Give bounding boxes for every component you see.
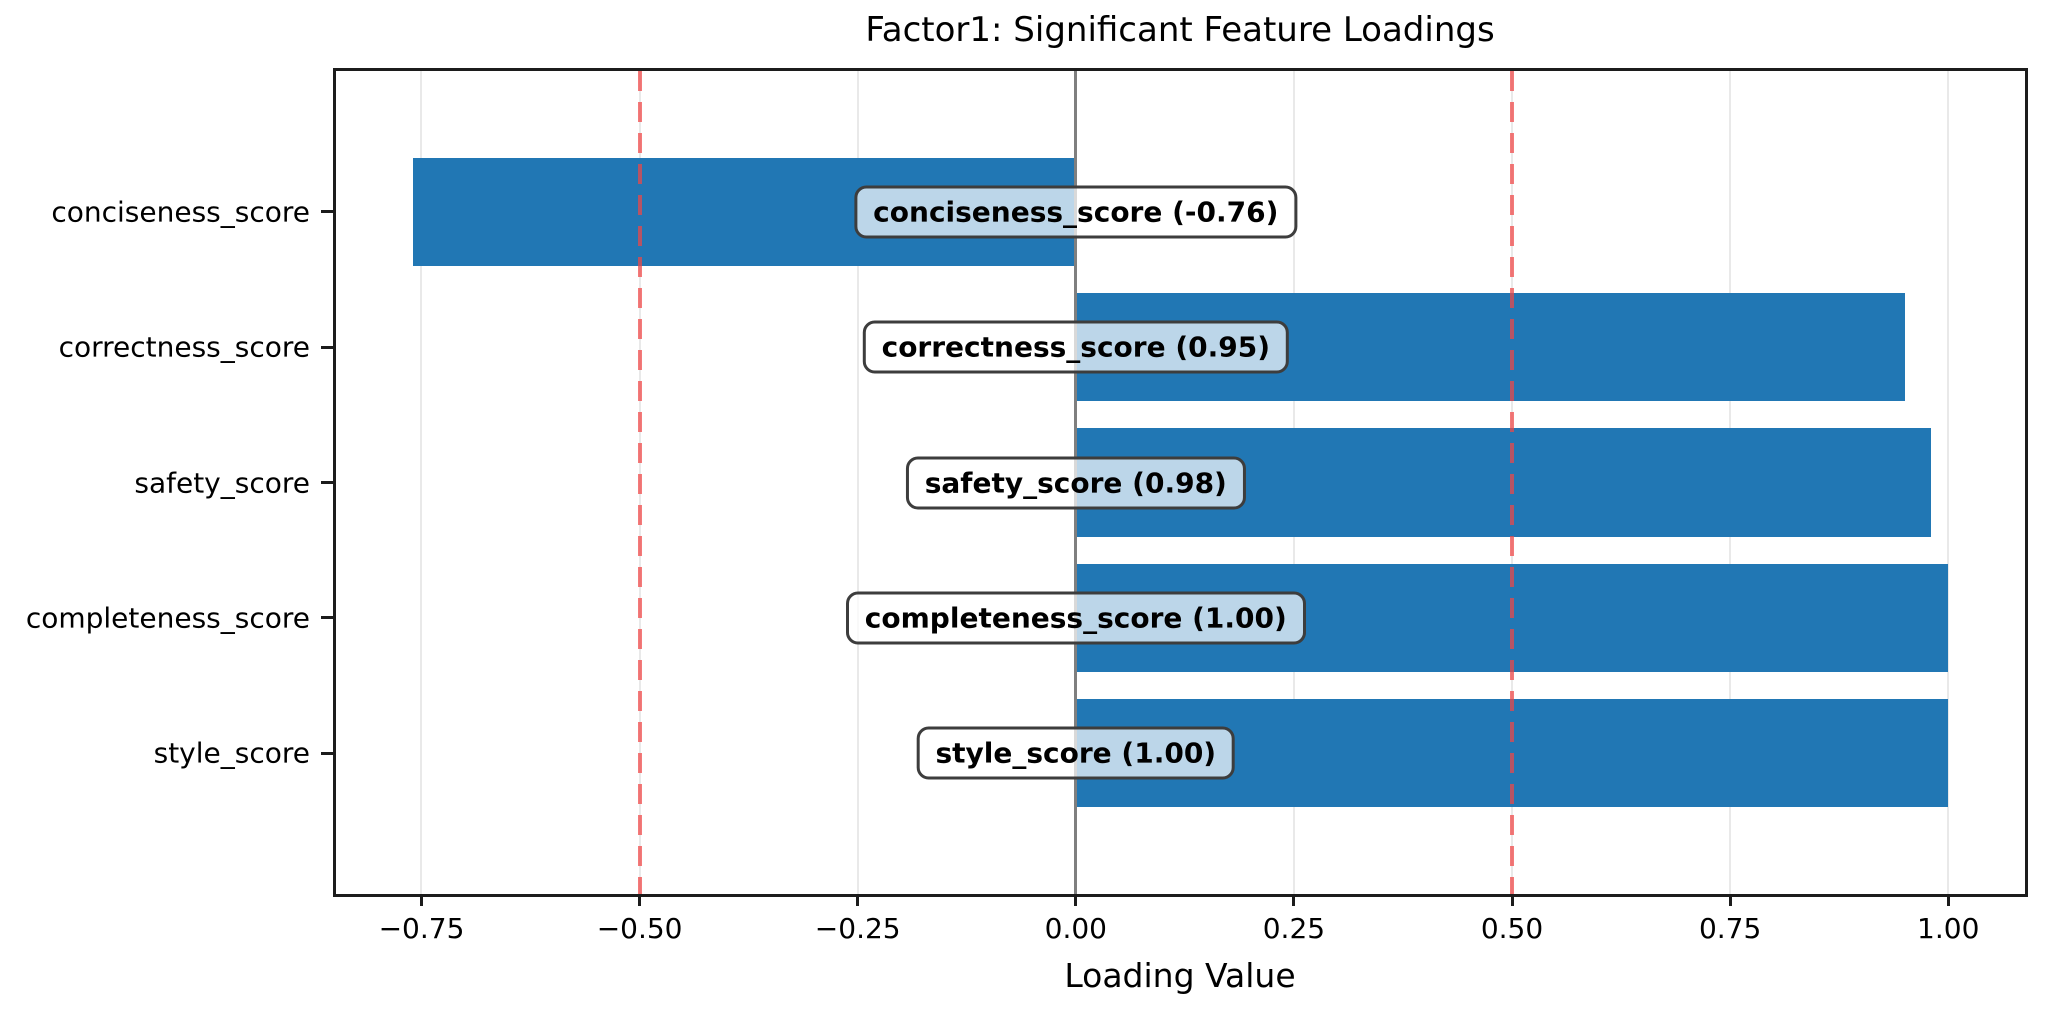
x-tick-label: 0.75: [1698, 912, 1762, 945]
x-tick-mark: [1728, 894, 1732, 906]
plot-area: conciseness_score (-0.76) correctness_sco…: [26, 68, 2028, 945]
y-tick-mark: [321, 345, 333, 349]
y-tick-mark: [321, 210, 333, 214]
grid-line: [420, 71, 423, 894]
y-tick-mark: [321, 481, 333, 484]
y-tick-label: completeness_score: [25, 601, 310, 635]
bar-value-label: correctness_score (0.95): [862, 320, 1289, 374]
bar-value-label: conciseness_score (-0.76): [854, 185, 1298, 239]
grid-line: [856, 71, 859, 894]
x-tick-mark: [856, 894, 860, 906]
x-tick-label: −0.25: [814, 912, 901, 945]
bar-value-label: completeness_score (1.00): [845, 591, 1306, 645]
x-axis-label: Loading Value: [1064, 956, 1296, 995]
y-tick-label: correctness_score: [58, 330, 310, 364]
x-tick-mark: [1946, 894, 1950, 906]
x-tick-label: −0.50: [596, 912, 683, 945]
x-tick-label: 1.00: [1917, 912, 1980, 945]
x-tick-mark: [638, 894, 642, 906]
bar-value-label: safety_score (0.98): [905, 456, 1246, 509]
threshold-line: [637, 71, 642, 894]
y-tick-mark: [321, 616, 333, 620]
threshold-line: [1510, 71, 1515, 894]
x-tick-label: −0.75: [378, 912, 465, 945]
x-tick-label: 0.00: [1044, 912, 1107, 945]
x-tick-mark: [1292, 894, 1296, 906]
x-tick-mark: [1074, 894, 1078, 906]
x-tick-mark: [419, 894, 423, 906]
y-tick-mark: [321, 751, 333, 755]
grid-line: [1947, 71, 1950, 894]
x-tick-label: 0.50: [1480, 912, 1544, 945]
x-tick-label: 0.25: [1262, 912, 1326, 945]
y-tick-label: safety_score: [134, 466, 310, 499]
chart-title: Factor1: Significant Feature Loadings: [865, 10, 1495, 50]
y-tick-label: style_score: [153, 736, 310, 770]
x-tick-mark: [1510, 894, 1514, 906]
bar-value-label: style_score (1.00): [916, 726, 1236, 780]
y-tick-label: conciseness_score: [51, 195, 310, 229]
